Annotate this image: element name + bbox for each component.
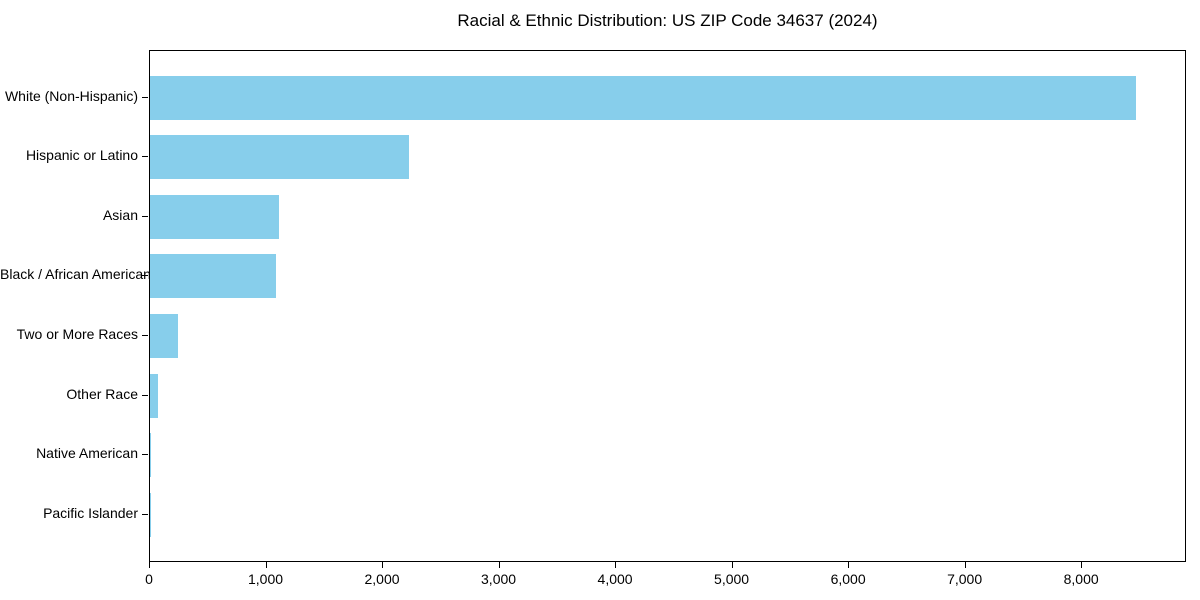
y-tick-label-black-african-american: Black / African American [0, 266, 151, 283]
x-tick-label-6000: 6,000 [830, 571, 866, 587]
y-tick-label-two-or-more-races: Two or More Races [16, 325, 138, 342]
y-tick-label-hispanic-or-latino: Hispanic or Latino [25, 147, 138, 164]
bar-asian [150, 194, 280, 239]
x-tick-mark [848, 562, 850, 568]
bar-white-non-hispanic [150, 75, 1136, 120]
plot-area [149, 50, 1186, 562]
x-tick-label-1000: 1,000 [247, 571, 284, 587]
x-tick-label-3000: 3,000 [481, 571, 517, 587]
x-tick-mark [964, 562, 966, 568]
x-tick-mark [382, 562, 384, 568]
x-tick-label-7000: 7,000 [947, 571, 983, 587]
bar-hispanic-or-latino [150, 135, 409, 180]
x-tick-mark [1081, 562, 1083, 568]
x-tick-label-4000: 4,000 [597, 571, 633, 587]
y-tick-mark [142, 513, 148, 515]
y-tick-mark [142, 156, 148, 158]
bar-native-american [150, 433, 152, 478]
x-tick-label-0: 0 [145, 571, 153, 587]
y-tick-label-white-non-hispanic: White (Non-Hispanic) [4, 87, 138, 104]
y-tick-mark [142, 394, 148, 396]
bar-other-race [150, 373, 158, 418]
y-tick-mark [142, 96, 148, 98]
y-tick-label-pacific-islander: Pacific Islander [43, 504, 138, 521]
chart-title: Racial & Ethnic Distribution: US ZIP Cod… [457, 11, 878, 30]
y-tick-label-native-american: Native American [36, 445, 138, 462]
x-tick-mark [265, 562, 267, 568]
x-tick-mark [498, 562, 500, 568]
bar-two-or-more-races [150, 313, 178, 358]
y-tick-mark [142, 334, 148, 336]
bar-black-african-american [150, 254, 276, 299]
x-tick-label-5000: 5,000 [714, 571, 750, 587]
y-tick-label-other-race: Other Race [66, 385, 138, 402]
y-tick-label-asian: Asian [102, 206, 138, 223]
y-tick-mark [142, 454, 148, 456]
y-tick-mark [142, 215, 148, 217]
x-tick-mark [149, 562, 150, 568]
x-tick-mark [615, 562, 617, 568]
x-tick-label-8000: 8,000 [1063, 571, 1099, 587]
x-tick-label-2000: 2,000 [364, 571, 400, 587]
x-tick-mark [731, 562, 733, 568]
y-tick-mark [142, 275, 148, 277]
